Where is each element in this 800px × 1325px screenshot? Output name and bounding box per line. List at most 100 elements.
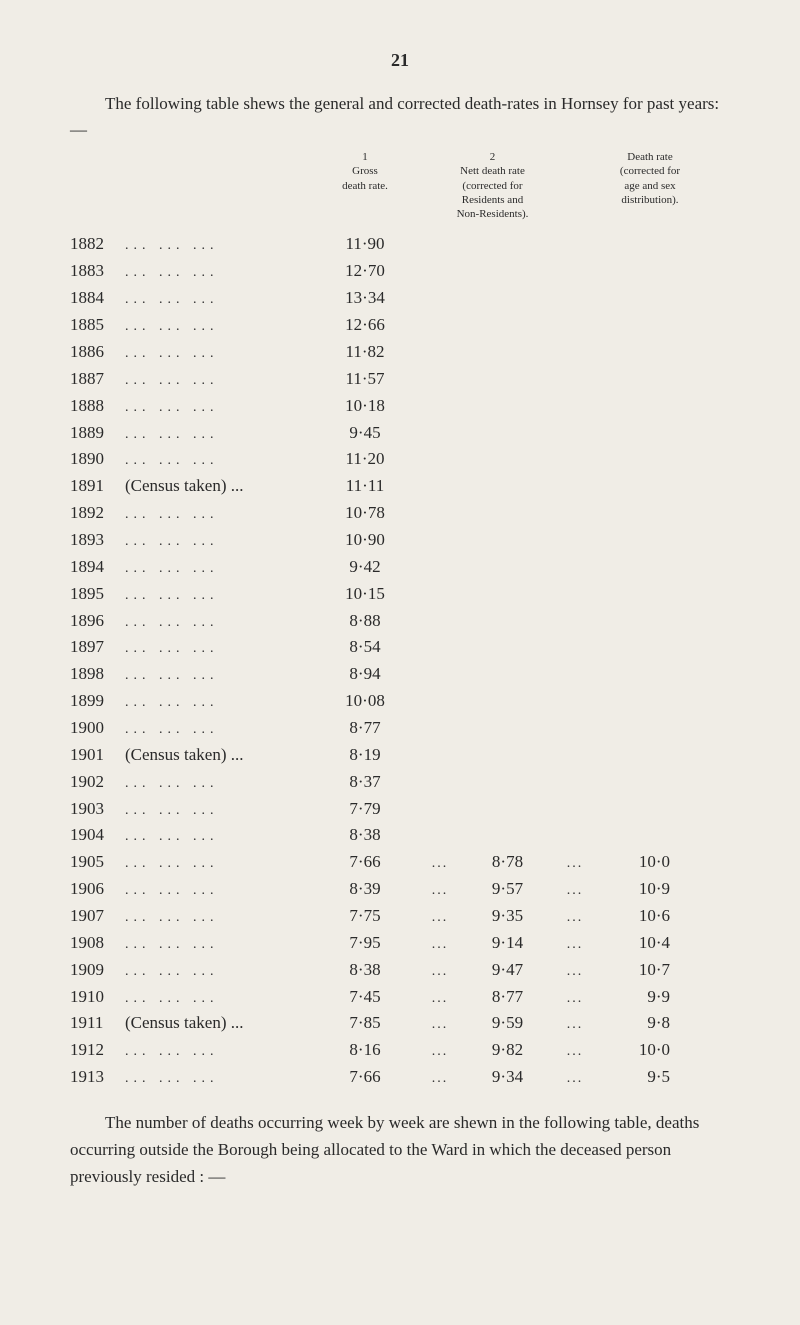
year-cell: 1891 [70, 473, 125, 500]
closing-paragraph: The number of deaths occurring week by w… [70, 1109, 730, 1191]
col-2-header: 2 Nett death rate (corrected for Residen… [410, 150, 575, 221]
table-row: 1906... ... ...8·39...9·57...10·9 [70, 876, 730, 903]
year-cell: 1898 [70, 661, 125, 688]
gross-rate-cell: 8·37 [320, 769, 410, 796]
year-cell: 1897 [70, 634, 125, 661]
nett-rate-cell: 9·34 [470, 1064, 545, 1091]
corrected-rate-cell: 10·6 [605, 903, 680, 930]
table-row: 1895... ... ...10·15 [70, 581, 730, 608]
dots-cell: ... [410, 853, 470, 875]
table-row: 1900... ... ...8·77 [70, 715, 730, 742]
gross-rate-cell: 8·88 [320, 608, 410, 635]
dots-cell: ... ... ... [125, 961, 320, 983]
death-rate-table: 1 Gross death rate. 2 Nett death rate (c… [70, 150, 730, 1091]
year-cell: 1893 [70, 527, 125, 554]
gross-rate-cell: 11·57 [320, 366, 410, 393]
dots-cell: ... [410, 961, 470, 983]
year-cell: 1894 [70, 554, 125, 581]
gross-rate-cell: 10·18 [320, 393, 410, 420]
table-header-row: 1 Gross death rate. 2 Nett death rate (c… [70, 150, 730, 221]
year-cell: 1904 [70, 822, 125, 849]
dots-cell: ... [545, 1041, 605, 1063]
year-cell: 1892 [70, 500, 125, 527]
table-row: 1910... ... ...7·45...8·77...9·9 [70, 984, 730, 1011]
gross-rate-cell: 8·39 [320, 876, 410, 903]
dots-cell: ... [410, 934, 470, 956]
table-row: 1907... ... ...7·75...9·35...10·6 [70, 903, 730, 930]
dots-cell: ... ... ... [125, 289, 320, 311]
dots-cell: ... ... ... [125, 1068, 320, 1090]
gross-rate-cell: 10·15 [320, 581, 410, 608]
gross-rate-cell: 11·20 [320, 446, 410, 473]
col-2-num: 2 [420, 150, 565, 164]
gross-rate-cell: 11·82 [320, 339, 410, 366]
dots-cell: ... [410, 907, 470, 929]
year-cell: 1905 [70, 849, 125, 876]
table-row: 1911(Census taken) ...7·85...9·59...9·8 [70, 1010, 730, 1037]
year-cell: 1886 [70, 339, 125, 366]
dots-cell: ... [545, 1068, 605, 1090]
gross-rate-cell: 7·45 [320, 984, 410, 1011]
dots-cell: ... ... ... [125, 585, 320, 607]
year-cell: 1884 [70, 285, 125, 312]
year-cell: 1896 [70, 608, 125, 635]
dots-cell: ... ... ... [125, 1041, 320, 1063]
table-row: 1896... ... ...8·88 [70, 608, 730, 635]
dots-cell: ... ... ... [125, 504, 320, 526]
table-row: 1882... ... ...11·90 [70, 231, 730, 258]
gross-rate-cell: 7·66 [320, 1064, 410, 1091]
dots-cell: ... ... ... [125, 531, 320, 553]
dots-cell: ... [410, 880, 470, 902]
gross-rate-cell: 7·75 [320, 903, 410, 930]
nett-rate-cell: 9·14 [470, 930, 545, 957]
gross-rate-cell: 7·95 [320, 930, 410, 957]
dots-cell: ... ... ... [125, 719, 320, 741]
intro-paragraph: The following table shews the general an… [70, 91, 730, 142]
year-cell: 1895 [70, 581, 125, 608]
gross-rate-cell: 10·08 [320, 688, 410, 715]
year-cell: 1901 [70, 742, 125, 769]
gross-rate-cell: 10·78 [320, 500, 410, 527]
year-cell: 1883 [70, 258, 125, 285]
corrected-rate-cell: 9·9 [605, 984, 680, 1011]
gross-rate-cell: 7·85 [320, 1010, 410, 1037]
year-cell: 1887 [70, 366, 125, 393]
dots-cell: ... ... ... [125, 424, 320, 446]
gross-rate-cell: 8·19 [320, 742, 410, 769]
year-cell: 1909 [70, 957, 125, 984]
corrected-rate-cell: 9·8 [605, 1010, 680, 1037]
corrected-rate-cell: 10·4 [605, 930, 680, 957]
year-cell: 1902 [70, 769, 125, 796]
table-row: 1912... ... ...8·16...9·82...10·0 [70, 1037, 730, 1064]
table-row: 1884... ... ...13·34 [70, 285, 730, 312]
year-cell: 1899 [70, 688, 125, 715]
table-row: 1891(Census taken) ...11·11 [70, 473, 730, 500]
dots-cell: ... [545, 934, 605, 956]
corrected-rate-cell: 9·5 [605, 1064, 680, 1091]
gross-rate-cell: 11·90 [320, 231, 410, 258]
dots-cell: ... ... ... [125, 612, 320, 634]
gross-rate-cell: 9·45 [320, 420, 410, 447]
nett-rate-cell: 8·78 [470, 849, 545, 876]
col-1-num: 1 [320, 150, 410, 164]
year-cell: 1907 [70, 903, 125, 930]
col-3-label: Death rate (corrected for age and sex di… [575, 150, 725, 207]
dots-cell: ... ... ... [125, 665, 320, 687]
year-cell: 1888 [70, 393, 125, 420]
year-header [70, 150, 320, 221]
gross-rate-cell: 8·94 [320, 661, 410, 688]
nett-rate-cell: 9·57 [470, 876, 545, 903]
nett-rate-cell: 9·47 [470, 957, 545, 984]
corrected-rate-cell: 10·9 [605, 876, 680, 903]
dots-cell: ... [410, 1068, 470, 1090]
nett-rate-cell: 8·77 [470, 984, 545, 1011]
year-cell: 1889 [70, 420, 125, 447]
dots-cell: ... [410, 988, 470, 1010]
dots-cell: ... ... ... [125, 800, 320, 822]
corrected-rate-cell: 10·7 [605, 957, 680, 984]
dots-cell: ... ... ... [125, 316, 320, 338]
dots-cell: ... [545, 961, 605, 983]
year-cell: 1910 [70, 984, 125, 1011]
dots-cell: ... ... ... [125, 773, 320, 795]
table-row: 1901(Census taken) ...8·19 [70, 742, 730, 769]
